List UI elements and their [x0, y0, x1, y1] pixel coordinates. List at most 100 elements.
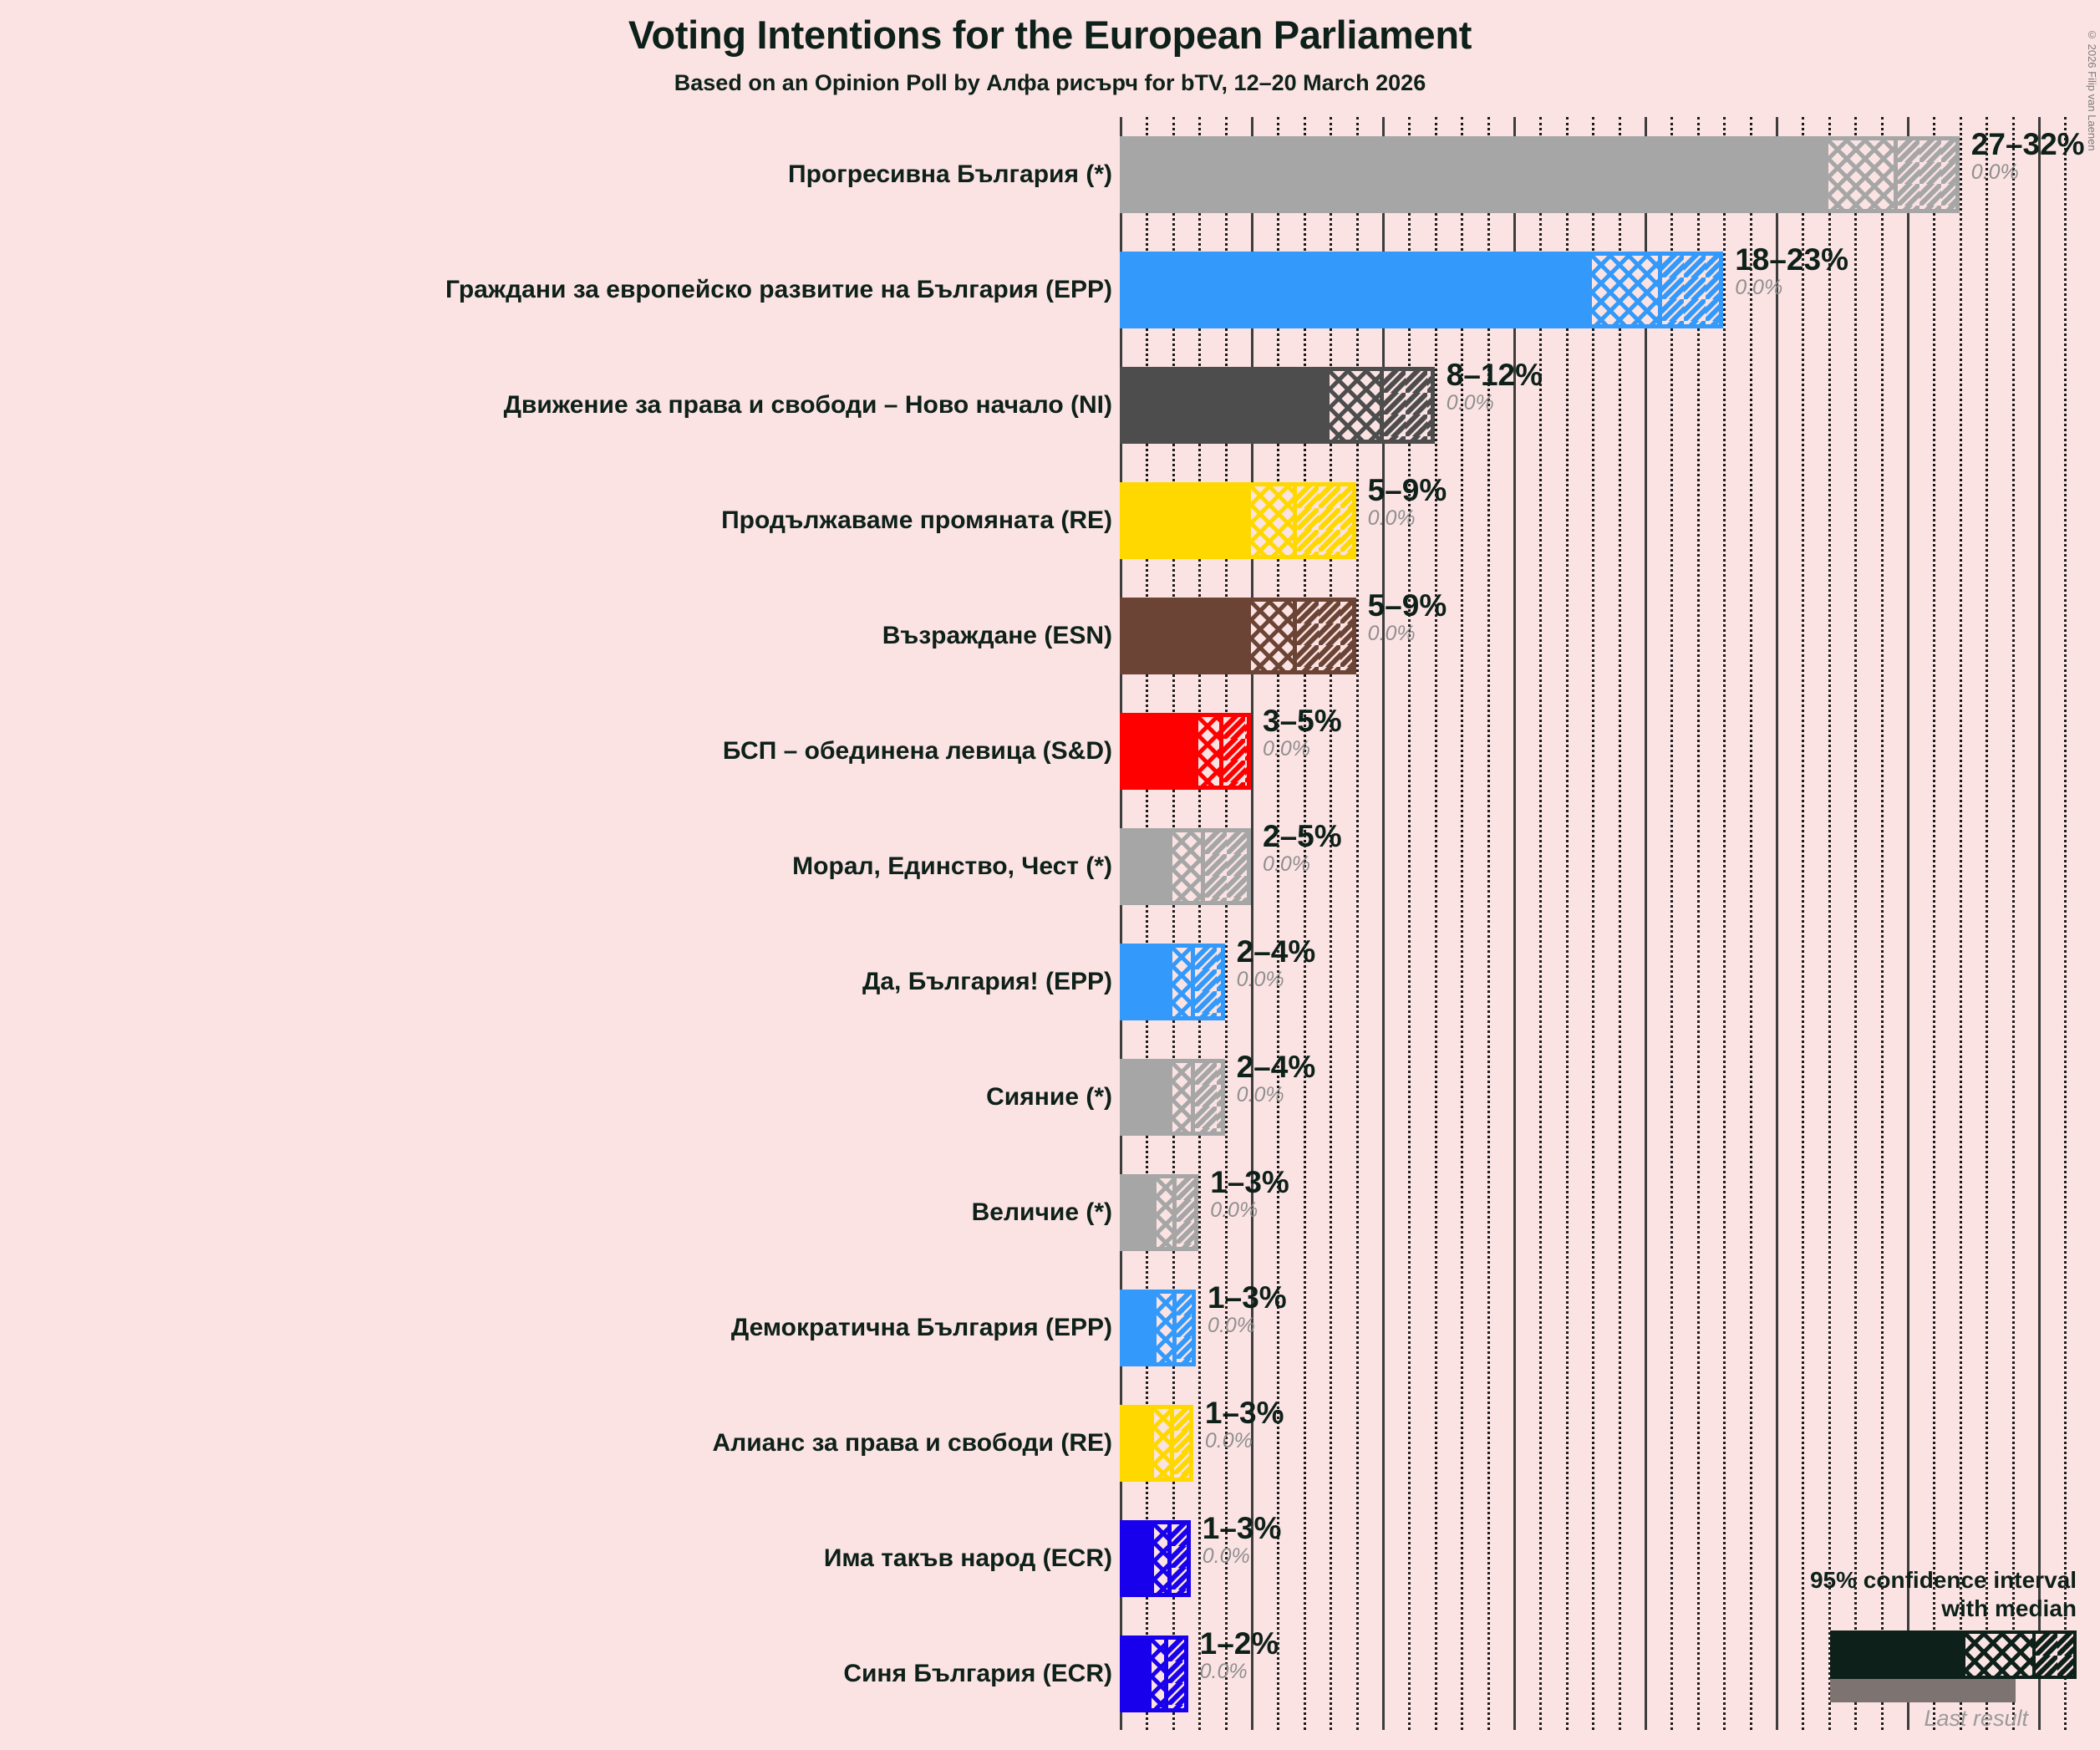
gridline-minor [1224, 117, 1228, 1730]
bar-crosshatch-segment [1251, 482, 1294, 559]
bar-container [1120, 1290, 1197, 1366]
bar-container [1120, 252, 1724, 328]
last-result-value: 0.0% [1367, 506, 1416, 530]
bar-crosshatch-segment [1172, 828, 1202, 905]
gridline-major [1251, 117, 1253, 1730]
bar-label: БСП – обединена левица (S&D) [722, 737, 1112, 765]
gridline-minor [1539, 117, 1543, 1730]
bar-label: Граждани за европейско развитие на Бълга… [445, 276, 1112, 303]
gridline-minor [2064, 117, 2067, 1730]
confidence-interval-value: 27–32% [1970, 127, 2085, 161]
confidence-interval-value: 2–5% [1263, 819, 1342, 853]
bar-label: Синя България (ECR) [843, 1660, 1112, 1687]
bar-solid-segment [1120, 1405, 1154, 1482]
confidence-interval-bar [1120, 252, 1724, 328]
page-title: Voting Intentions for the European Parli… [628, 13, 1472, 57]
gridline-major [1382, 117, 1385, 1730]
bar-value-group: 5–9% 0.0% [1368, 590, 1447, 647]
chart-bar-row: Алианс за права и свободи (RE) 1–3% 0.0% [0, 1386, 2100, 1501]
confidence-interval-value: 2–4% [1236, 1050, 1316, 1084]
bar-crosshatch-segment [1153, 1520, 1167, 1597]
last-result-value: 0.0% [1263, 852, 1310, 876]
bar-crosshatch-segment [1592, 252, 1658, 328]
gridline-major [2038, 117, 2041, 1730]
gridline-minor [1802, 117, 1805, 1730]
gridline-major [1120, 117, 1122, 1730]
legend-ci-swatch [1830, 1630, 2077, 1679]
bar-crosshatch-segment [1172, 944, 1191, 1020]
bar-solid-segment [1120, 1059, 1172, 1136]
chart-bar-row: Да, България! (EPP) 2–4% 0.0% [0, 924, 2100, 1040]
confidence-interval-value: 1–3% [1208, 1280, 1287, 1315]
bar-container [1120, 1520, 1191, 1597]
bar-solid-segment [1120, 598, 1251, 674]
bar-container [1120, 1174, 1199, 1251]
gridline-minor [1565, 117, 1569, 1730]
chart-plot-area [1120, 117, 2072, 1730]
chart-bar-row: Демократична България (EPP) 1–3% 0.0% [0, 1270, 2100, 1386]
confidence-interval-value: 2–4% [1236, 934, 1316, 969]
confidence-interval-bar [1120, 713, 1251, 790]
gridline-minor [1434, 117, 1437, 1730]
bar-crosshatch-segment [1198, 713, 1220, 790]
bar-value-group: 1–2% 0.0% [1200, 1628, 1279, 1685]
confidence-interval-value: 1–3% [1204, 1396, 1284, 1430]
last-result-value: 0.0% [1735, 276, 1783, 299]
chart-bar-row: Движение за права и свободи – Ново начал… [0, 348, 2100, 463]
bar-crosshatch-segment [1151, 1636, 1165, 1712]
bar-crosshatch-segment [1251, 598, 1294, 674]
gridline-minor [1749, 117, 1752, 1730]
bar-diagonal-segment [1219, 713, 1251, 790]
bar-label: Величие (*) [971, 1198, 1112, 1226]
bar-value-group: 1–3% 0.0% [1205, 1397, 1284, 1454]
gridline-minor [1723, 117, 1726, 1730]
confidence-interval-bar [1120, 367, 1435, 444]
chart-legend: 95% confidence interval with median Last… [1810, 1566, 2077, 1732]
legend-solid-segment [1830, 1630, 1966, 1679]
bar-diagonal-segment [1894, 136, 1960, 213]
legend-line-1: 95% confidence interval [1809, 1566, 2077, 1593]
gridline-major [1907, 117, 1909, 1730]
chart-bar-row: Има такъв народ (ECR) 1–3% 0.0% [0, 1501, 2100, 1616]
bar-value-group: 8–12% 0.0% [1447, 359, 1543, 416]
confidence-interval-value: 5–9% [1367, 588, 1447, 623]
bar-label: Прогресивна България (*) [788, 160, 1112, 188]
bar-value-group: 18–23% 0.0% [1735, 244, 1848, 301]
bar-diagonal-segment [1172, 1174, 1199, 1251]
bar-crosshatch-segment [1156, 1174, 1172, 1251]
gridline-major [1513, 117, 1516, 1730]
chart-bar-row: Величие (*) 1–3% 0.0% [0, 1155, 2100, 1270]
chart-bar-row: Прогресивна България (*) 27–32% 0.0% [0, 117, 2100, 232]
bar-diagonal-segment [1379, 367, 1435, 444]
confidence-interval-value: 18–23% [1735, 242, 1848, 277]
bar-label: Демократична България (EPP) [730, 1314, 1112, 1341]
bar-diagonal-segment [1657, 252, 1724, 328]
bar-container [1120, 482, 1356, 559]
chart-bar-row: БСП – обединена левица (S&D) 3–5% 0.0% [0, 694, 2100, 809]
bar-container [1120, 367, 1435, 444]
last-result-value: 0.0% [1367, 622, 1416, 645]
gridline-minor [1303, 117, 1306, 1730]
bar-label: Има такъв народ (ECR) [823, 1544, 1112, 1572]
bar-container [1120, 828, 1251, 905]
bar-label: Да, България! (EPP) [862, 968, 1112, 995]
gridline-major [1776, 117, 1778, 1730]
bar-label: Продължаваме промяната (RE) [721, 506, 1112, 534]
gridline-minor [1696, 117, 1700, 1730]
bar-solid-segment [1120, 367, 1330, 444]
gridline-minor [1461, 117, 1464, 1730]
bar-solid-segment [1120, 1174, 1157, 1251]
confidence-interval-bar [1120, 828, 1251, 905]
confidence-interval-bar [1120, 136, 1960, 213]
bar-solid-segment [1120, 482, 1251, 559]
last-result-value: 0.0% [1236, 968, 1284, 991]
bar-value-group: 3–5% 0.0% [1263, 705, 1342, 762]
bar-diagonal-segment [1190, 1059, 1225, 1136]
gridline-minor [1959, 117, 1962, 1730]
bar-diagonal-segment [1172, 1290, 1197, 1366]
bar-container [1120, 1059, 1225, 1136]
gridline-minor [1355, 117, 1359, 1730]
bar-solid-segment [1120, 1636, 1152, 1712]
gridline-minor [1198, 117, 1202, 1730]
bar-value-group: 27–32% 0.0% [1971, 129, 2085, 186]
